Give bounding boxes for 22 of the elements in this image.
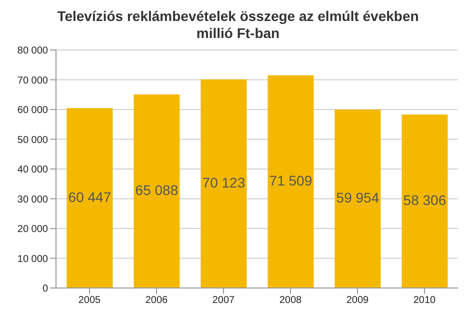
y-tick-label: 30 000 <box>17 194 48 206</box>
y-tick-label: 0 <box>42 284 48 295</box>
y-tick-label: 40 000 <box>17 164 48 176</box>
x-tick-label: 2009 <box>346 295 370 306</box>
data-label: 60 447 <box>68 188 112 205</box>
chart-title: Televíziós reklámbevételek összege az elmúlt években millió Ft-ban <box>56 8 420 42</box>
x-tick-label: 2006 <box>145 295 168 306</box>
y-tick-label: 70 000 <box>17 75 48 86</box>
data-label: 70 123 <box>202 174 246 190</box>
x-tick-label: 2010 <box>413 295 436 306</box>
data-label: 65 088 <box>135 182 178 198</box>
y-tick-label: 80 000 <box>17 46 48 57</box>
data-label: 71 509 <box>269 172 312 188</box>
y-tick-label: 10 000 <box>17 254 48 265</box>
y-tick-label: 60 000 <box>17 105 48 116</box>
x-tick-label: 2007 <box>212 295 236 306</box>
x-tick-label: 2005 <box>78 295 102 306</box>
data-label: 58 306 <box>403 192 446 208</box>
y-tick-label: 20 000 <box>17 224 48 236</box>
x-tick-label: 2008 <box>279 295 302 306</box>
data-label: 59 954 <box>336 190 380 206</box>
y-tick-label: 50 000 <box>17 134 48 146</box>
